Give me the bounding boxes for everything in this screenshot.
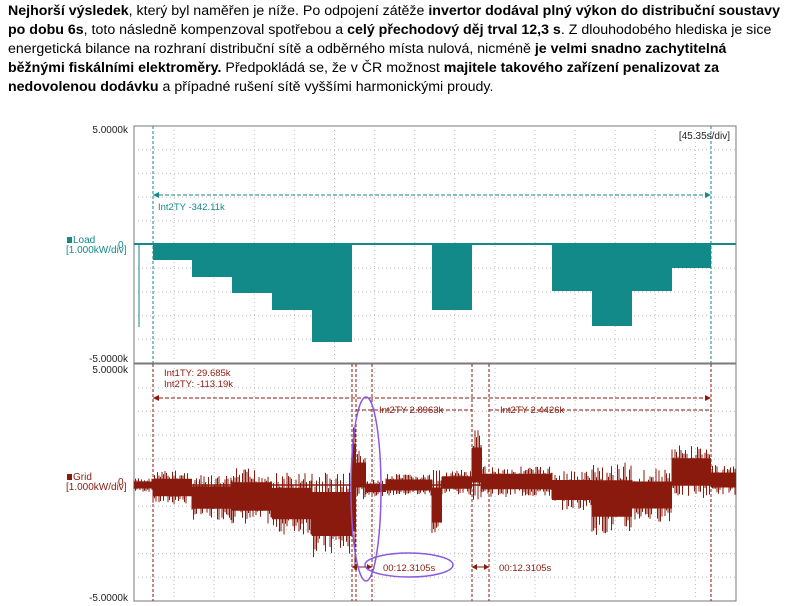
grid-duration-arrow-2b (484, 564, 489, 570)
grid-duration-arrow-1a (352, 564, 357, 570)
bold-phrase: majitele takového zařízení penalizovat z… (8, 60, 719, 95)
highlight-ellipse-transient (350, 396, 382, 582)
grid-integral-annotation-4: Int2TY 2.4426k (500, 405, 565, 416)
load-step-block (272, 244, 312, 310)
bold-phrase: invertor dodával plný výkon do distribuč… (8, 3, 780, 38)
text-run: . Z dlouhodobého hlediska je sice energe… (8, 22, 772, 57)
bold-phrase: je velmi snadno zachytitelná běžnými fis… (8, 41, 727, 76)
grid-noise (710, 465, 736, 495)
grid-channel-label: Grid (73, 472, 92, 483)
load-channel-marker (67, 237, 72, 243)
grid-integral-annotation-1: Int1TY: 29.685k (164, 368, 231, 379)
text-run: , toto následně kompenzoval spotřebou a (83, 22, 348, 38)
intro-paragraph: Nejhorší výsledek, který byl naměřen je … (8, 2, 783, 97)
load-step-block (672, 244, 711, 268)
text-run: a případné rušení sítě vyššími harmonick… (158, 79, 494, 95)
load-step-block (192, 244, 232, 277)
load-trace (134, 243, 736, 342)
grid-ymin-label: -5.0000k (89, 593, 129, 604)
oscilloscope-figure: 5.0000k -5.0000k 5.0000k -5.0000k Load [… (66, 125, 737, 604)
load-scale-label: [1.000kW/div] (66, 245, 127, 256)
load-step-block (432, 244, 472, 310)
grid-noise (481, 466, 552, 497)
grid-noise (231, 468, 272, 524)
load-step-block (232, 244, 272, 293)
grid-channel-marker (67, 474, 72, 480)
grid-arrow-right (705, 395, 711, 401)
load-channel-label: Load (73, 235, 95, 246)
load-step-block (552, 244, 592, 291)
grid-noise (671, 445, 710, 498)
grid-noise (591, 462, 632, 535)
text-run: , který byl naměřen je níže. Po odpojení… (128, 3, 429, 19)
load-step-block (312, 244, 352, 342)
grid-trace (133, 427, 736, 570)
bold-phrase: celý přechodový děj trval 12,3 s (347, 22, 561, 38)
grid-integral-annotation-3: Int2TY 2.8963k (379, 405, 444, 416)
text-run: Předpokládá se, že v ČR možnost (221, 60, 444, 76)
grid-noise (471, 430, 482, 500)
grid-arrow-left (153, 395, 159, 401)
grid-noise (191, 475, 232, 520)
bold-phrase: Nejhorší výsledek (8, 3, 129, 19)
load-arrow-right (705, 192, 711, 198)
grid-duration-arrow-2a (472, 564, 477, 570)
load-arrow-left (153, 192, 159, 198)
grid-scale-label: [1.000kW/div] (66, 482, 127, 493)
load-step-block (632, 244, 672, 291)
grid-integral-annotation-2: Int2TY: -113.19k (164, 379, 233, 390)
load-step-block (153, 244, 192, 260)
load-ymin-label: -5.0000k (89, 354, 129, 365)
grid-duration-label-1: 00:12.3105s (383, 563, 436, 574)
grid-zero-label: 0 (118, 477, 124, 488)
grid-duration-label-2: 00:12.3105s (499, 563, 552, 574)
grid-noise (431, 470, 442, 533)
grid-duration-arrow-1b (367, 564, 372, 570)
load-ymax-label: 5.0000k (92, 125, 129, 136)
load-zero-label: 0 (118, 240, 124, 251)
cursor-lines (152, 126, 712, 601)
grid-noise (311, 472, 352, 558)
time-scale-label: [45.35s/div] (679, 131, 730, 142)
grid-ymax-label: 5.0000k (92, 365, 129, 376)
grid-noise (271, 472, 312, 535)
highlight-ellipse-duration (364, 552, 454, 578)
load-integral-annotation: Int2TY -342.11k (158, 202, 225, 213)
grid-noise (631, 468, 672, 522)
load-step-block (592, 244, 632, 326)
